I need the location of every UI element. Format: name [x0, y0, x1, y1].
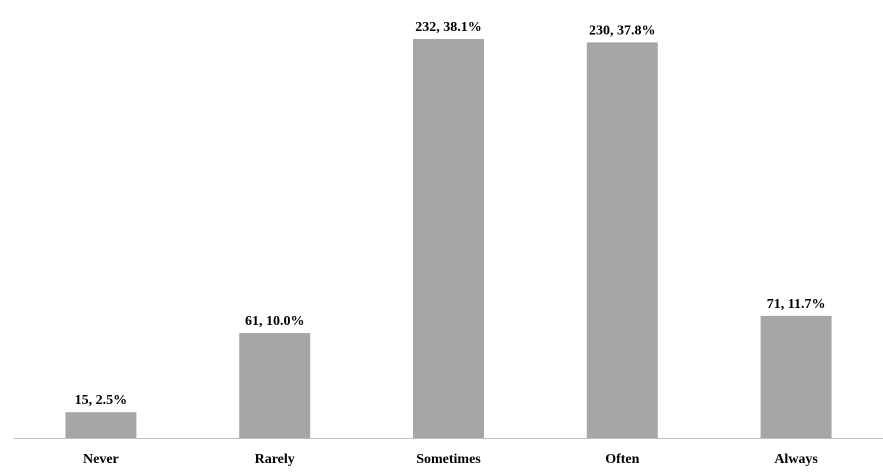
bar-always	[760, 315, 832, 438]
bar-often	[586, 42, 658, 439]
category-label-often: Often	[605, 452, 639, 467]
data-label-always: 71, 11.7%	[767, 297, 826, 312]
data-labels-group: 15, 2.5% 61, 10.0% 232, 38.1% 230, 37.8% 71,…	[75, 20, 826, 408]
bars-group	[65, 38, 832, 439]
data-label-often: 230, 37.8%	[589, 23, 656, 38]
category-label-rarely: Rarely	[255, 452, 295, 467]
data-label-never: 15, 2.5%	[75, 393, 128, 408]
data-label-rarely: 61, 10.0%	[245, 314, 305, 329]
category-label-never: Never	[83, 452, 119, 467]
bar-sometimes	[413, 38, 484, 439]
category-label-sometimes: Sometimes	[416, 452, 481, 467]
data-label-sometimes: 232, 38.1%	[415, 20, 482, 35]
category-labels-group: Never Rarely Sometimes Often Always	[83, 452, 818, 467]
bar-rarely	[239, 333, 311, 438]
category-label-always: Always	[774, 452, 818, 467]
bar-never	[65, 412, 137, 438]
